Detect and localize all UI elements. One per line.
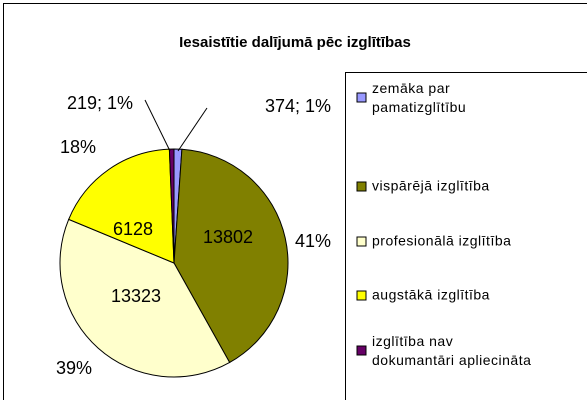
legend-swatch	[356, 181, 367, 192]
leader-line	[177, 107, 208, 152]
percent-label: 41%	[295, 231, 331, 251]
chart-title: Iesaistītie dalījumā pēc izglītības	[179, 34, 411, 51]
legend-line: izglītība nav	[372, 333, 458, 349]
legend-swatch	[356, 236, 367, 247]
legend-label: izglītība nav dokumantāri apliecināta	[372, 333, 531, 368]
legend-swatch	[356, 345, 367, 356]
pie-slice	[173, 148, 289, 364]
data-label: 6128	[113, 219, 153, 239]
legend-line: zemāka par	[372, 80, 455, 96]
legend-line: dokumantāri apliecināta	[372, 352, 531, 368]
legend-label: profesionālā izglītība	[372, 233, 511, 249]
pie-slice	[59, 218, 231, 378]
data-label: 13802	[203, 227, 253, 247]
pie-slice	[68, 148, 175, 264]
legend-swatch	[356, 290, 367, 301]
legend-line: pamatizglītību	[372, 99, 466, 115]
legend-label: zemāka par pamatizglītību	[372, 80, 466, 115]
data-label: 374; 1%	[265, 96, 331, 116]
legend-box	[345, 72, 587, 400]
percent-label: 18%	[60, 137, 96, 157]
legend-label: augstākā izglītība	[372, 287, 490, 303]
data-label: 13323	[111, 286, 161, 306]
legend-label: vispārējā izglītība	[372, 178, 490, 194]
leader-line	[144, 99, 171, 152]
data-label: 219; 1%	[67, 93, 133, 113]
legend-swatch	[356, 92, 367, 103]
percent-label: 39%	[56, 358, 92, 378]
